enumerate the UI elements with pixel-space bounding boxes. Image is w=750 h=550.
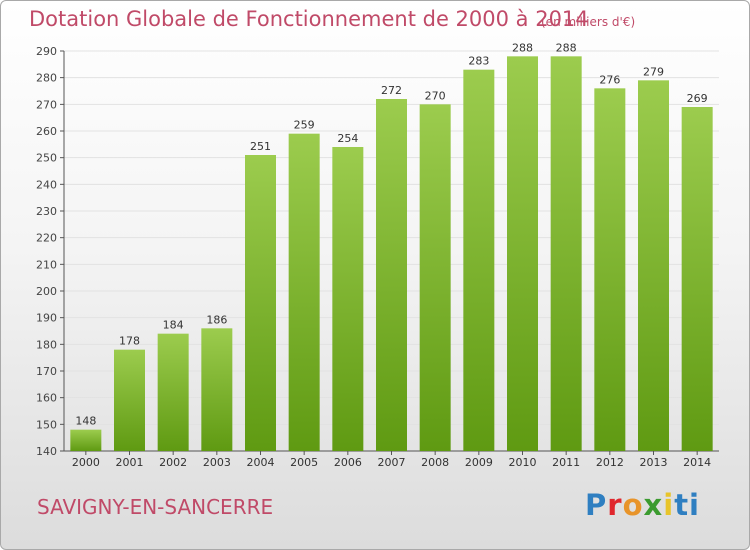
bar-value-label: 148 [75, 415, 96, 428]
x-tick-label: 2014 [683, 456, 711, 469]
y-tick-label: 240 [36, 178, 57, 191]
x-tick-label: 2011 [552, 456, 580, 469]
bar-value-label: 178 [119, 335, 140, 348]
x-tick-label: 2001 [116, 456, 144, 469]
bar-value-label: 184 [163, 319, 184, 332]
y-tick-label: 230 [36, 205, 57, 218]
bar-value-label: 288 [556, 41, 577, 54]
x-tick-label: 2003 [203, 456, 231, 469]
y-tick-label: 210 [36, 258, 57, 271]
y-tick-label: 280 [36, 72, 57, 85]
bar-value-label: 272 [381, 84, 402, 97]
y-tick-label: 190 [36, 312, 57, 325]
bars-group: 148 178 184 186 251 259 254 272 270 283 288 288 276 2… [70, 41, 713, 452]
y-tick-label: 220 [36, 232, 57, 245]
y-tick-label: 270 [36, 98, 57, 111]
x-tick-label: 2004 [247, 456, 275, 469]
bar [594, 88, 626, 451]
bar [245, 155, 276, 451]
bar-value-label: 269 [687, 92, 708, 105]
bar [419, 104, 451, 451]
bar-value-label: 251 [250, 140, 271, 153]
chart-unit-note: (en milliers d'€) [541, 15, 636, 29]
bar [550, 56, 582, 451]
y-tick-label: 180 [36, 338, 57, 351]
bar-value-label: 259 [294, 119, 315, 132]
bar-value-label: 279 [643, 65, 664, 78]
bar [681, 107, 713, 451]
bar-value-label: 270 [425, 89, 446, 102]
bar-value-label: 283 [468, 55, 489, 68]
x-tick-label: 2010 [509, 456, 537, 469]
bar [157, 333, 189, 451]
bar [201, 328, 233, 451]
y-tick-label: 150 [36, 418, 57, 431]
bar-value-label: 276 [599, 73, 620, 86]
bar [70, 429, 102, 451]
bar [638, 80, 669, 451]
chart-title: Dotation Globale de Fonctionnement de 20… [29, 7, 589, 31]
logo-letter: ti [674, 488, 700, 522]
x-tick-label: 2009 [465, 456, 493, 469]
logo-letter: x [643, 488, 664, 522]
bar-value-label: 288 [512, 41, 533, 54]
y-tick-label: 200 [36, 285, 57, 298]
x-tick-label: 2000 [72, 456, 100, 469]
x-tick-label: 2007 [378, 456, 406, 469]
logo-letter: P [585, 488, 608, 522]
y-tick-label: 250 [36, 152, 57, 165]
bar [288, 133, 320, 451]
x-tick-label: 2008 [421, 456, 449, 469]
x-tick-label: 2005 [290, 456, 318, 469]
y-tick-label: 140 [36, 445, 57, 458]
x-tick-label: 2002 [159, 456, 187, 469]
y-tick-label: 160 [36, 392, 57, 405]
bar [463, 69, 495, 452]
bar [114, 349, 145, 451]
y-tick-label: 260 [36, 125, 57, 138]
proxiti-logo: Proxiti [585, 488, 700, 522]
bar [332, 147, 364, 451]
bar [376, 99, 407, 451]
y-tick-label: 290 [36, 45, 57, 58]
x-tick-label: 2012 [596, 456, 624, 469]
logo-letter: r [607, 488, 623, 522]
bar-value-label: 186 [206, 313, 227, 326]
commune-name: SAVIGNY-EN-SANCERRE [37, 495, 274, 519]
logo-letter: i [663, 488, 675, 522]
x-tick-label: 2006 [334, 456, 362, 469]
bar [507, 56, 538, 451]
logo-letter: o [622, 488, 644, 522]
x-tick-label: 2013 [640, 456, 668, 469]
bar-value-label: 254 [337, 132, 358, 145]
y-tick-label: 170 [36, 365, 57, 378]
